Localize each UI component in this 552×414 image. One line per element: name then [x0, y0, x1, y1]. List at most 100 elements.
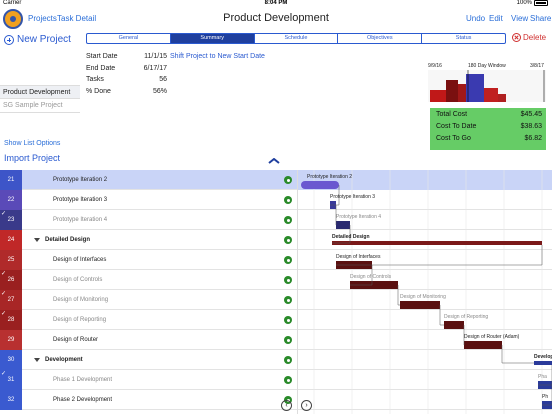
project-list-item[interactable]: SG Sample Project — [0, 99, 80, 113]
gantt-bar-label: Design of Router (Adam) — [464, 334, 520, 340]
project-list-item[interactable]: Product Development — [0, 85, 80, 99]
gear-icon[interactable] — [284, 196, 292, 204]
gear-icon[interactable] — [284, 296, 292, 304]
cost-to-date-row: Cost To Date $38.63 — [436, 123, 542, 135]
total-cost-row: Total Cost $45.45 — [436, 111, 542, 123]
gear-icon[interactable] — [284, 356, 292, 364]
window-label: 180 Day Window — [468, 63, 506, 69]
gantt-bar[interactable] — [534, 361, 552, 365]
gear-icon[interactable] — [284, 216, 292, 224]
table-row[interactable]: 24 Detailed Design — [0, 230, 552, 250]
new-project-button[interactable]: New Project — [4, 34, 71, 45]
table-row[interactable]: 25 Design of Interfaces — [0, 250, 552, 270]
tasks-value: 56 — [159, 76, 167, 83]
cost-to-date-value: $38.63 — [520, 123, 542, 130]
cost-window-chart[interactable] — [428, 70, 546, 102]
app-logo-icon[interactable] — [3, 9, 23, 29]
delete-button[interactable]: Delete — [512, 33, 546, 42]
dependency-link — [336, 245, 543, 266]
table-row[interactable]: 26 ✓ Design of Controls — [0, 270, 552, 290]
cost-bar — [446, 80, 458, 102]
gantt-bar[interactable] — [444, 321, 464, 329]
cost-bar — [458, 84, 466, 102]
share-button[interactable]: Share — [530, 14, 552, 23]
show-list-options-button[interactable]: Show List Options — [4, 140, 61, 147]
gantt-bar[interactable] — [464, 341, 502, 349]
gantt-bar-label: Design of Interfaces — [336, 254, 381, 260]
task-name: Prototype Iteration 3 — [53, 197, 108, 203]
row-number: 31 — [0, 370, 22, 390]
gantt-bar-label: Prototype Iteration 2 — [307, 174, 352, 180]
row-number: 27 — [0, 290, 22, 310]
table-row[interactable]: 31 ✓ Phase 1 Development — [0, 370, 552, 390]
view-button[interactable]: View — [511, 14, 529, 23]
row-number: 30 — [0, 350, 22, 370]
gantt-bar[interactable] — [350, 281, 398, 289]
tab-general[interactable]: General — [87, 34, 171, 43]
gantt-bar[interactable] — [332, 241, 542, 245]
delete-label: Delete — [523, 33, 547, 42]
gantt-bar-label: Prototype Iteration 3 — [330, 194, 375, 200]
close-circle-icon — [512, 33, 521, 42]
next-icon[interactable]: › — [301, 400, 312, 411]
check-icon: ✓ — [1, 291, 7, 297]
row-number: 29 — [0, 330, 22, 350]
table-row[interactable]: 22 Prototype Iteration 3 — [0, 190, 552, 210]
row-number: 25 — [0, 250, 22, 270]
gear-icon[interactable] — [284, 256, 292, 264]
tab-summary[interactable]: Summary — [170, 34, 255, 43]
carrier-label: Carrier — [3, 0, 22, 6]
gantt-bar[interactable] — [336, 221, 350, 229]
edit-button[interactable]: Edit — [489, 14, 503, 23]
tab-objectives[interactable]: Objectives — [338, 34, 423, 43]
table-row[interactable]: 29 Design of Router — [0, 330, 552, 350]
gantt-bar[interactable] — [301, 181, 339, 189]
cost-to-go-label: Cost To Go — [436, 135, 471, 142]
tab-schedule[interactable]: Schedule — [255, 34, 339, 43]
table-row[interactable]: 27 ✓ Design of Monitoring — [0, 290, 552, 310]
gear-icon[interactable] — [284, 316, 292, 324]
gantt-bar[interactable] — [400, 301, 440, 309]
status-bar: Carrier 8:04 PM 100% — [0, 0, 552, 8]
total-cost-value: $45.45 — [520, 111, 542, 118]
tab-status[interactable]: Status — [455, 35, 472, 41]
battery-icon — [534, 0, 548, 6]
gantt-bar-label: Ph — [542, 394, 548, 400]
chevron-up-icon[interactable] — [268, 158, 280, 164]
cost-to-go-row: Cost To Go $6.82 — [436, 135, 542, 147]
check-icon: ✓ — [1, 211, 7, 217]
gear-icon[interactable] — [284, 236, 292, 244]
cost-summary-box: Total Cost $45.45 Cost To Date $38.63 Co… — [430, 108, 546, 150]
percent-done-label: % Done — [86, 88, 111, 95]
table-row[interactable]: 28 ✓ Design of Reporting — [0, 310, 552, 330]
gear-icon[interactable] — [284, 276, 292, 284]
plus-circle-icon — [4, 34, 14, 45]
row-number: 26 — [0, 270, 22, 290]
shift-project-link[interactable]: Shift Project to New Start Date — [170, 53, 265, 60]
percent-done-value: 56% — [152, 88, 167, 95]
projects-button[interactable]: Projects — [28, 14, 57, 23]
import-project-button[interactable]: Import Project — [4, 153, 61, 163]
check-icon: ✓ — [1, 371, 7, 377]
task-name: Design of Monitoring — [53, 297, 109, 303]
disclosure-triangle-icon[interactable] — [34, 358, 40, 362]
gantt-chart[interactable]: Prototype Iteration 2 Prototype Iteration… — [298, 170, 552, 414]
dependency-link — [538, 365, 552, 386]
gear-icon[interactable] — [284, 376, 292, 384]
previous-icon[interactable]: ‹ — [281, 400, 292, 411]
undo-button[interactable]: Undo — [466, 14, 486, 23]
task-detail-button[interactable]: Task Detail — [57, 14, 97, 23]
table-row[interactable]: 23 ✓ Prototype Iteration 4 — [0, 210, 552, 230]
table-row[interactable]: 30 Development — [0, 350, 552, 370]
gear-icon[interactable] — [284, 336, 292, 344]
dependency-link — [501, 345, 534, 364]
gear-icon[interactable] — [284, 176, 292, 184]
dependency-link — [542, 385, 552, 406]
row-number: 32 — [0, 390, 22, 410]
clock: 8:04 PM — [264, 0, 288, 6]
gantt-bar-label: Develop — [534, 354, 552, 360]
tasks-label: Tasks — [86, 76, 104, 83]
disclosure-triangle-icon[interactable] — [34, 238, 40, 242]
dependency-link — [332, 225, 351, 244]
gantt-bar-label: Design of Controls — [350, 274, 392, 280]
